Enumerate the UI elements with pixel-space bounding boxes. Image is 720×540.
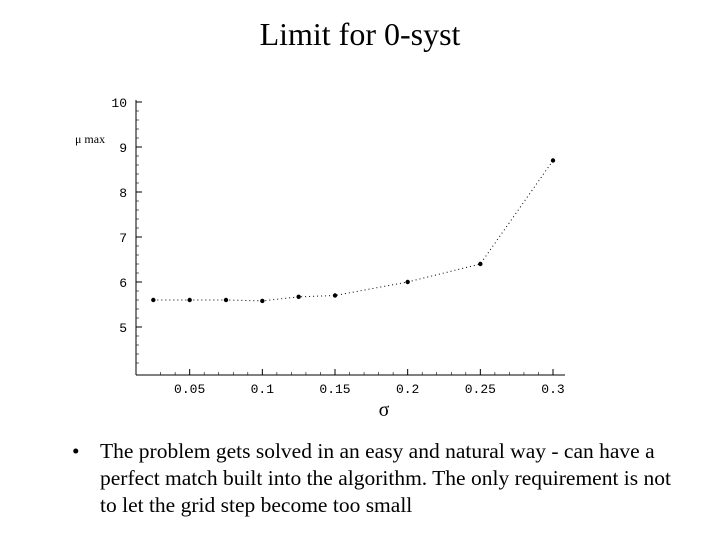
y-tick-label: 6 (119, 276, 127, 291)
data-point (296, 294, 301, 300)
x-tick-label: 0.3 (541, 382, 564, 397)
bullet-item: • The problem gets solved in an easy and… (72, 438, 672, 519)
bullet-symbol: • (72, 439, 80, 463)
bullet-text: The problem gets solved in an easy and n… (100, 439, 671, 517)
data-point (332, 293, 338, 298)
data-point (550, 158, 556, 163)
x-axis: 0.05 0.1 0.15 0.2 0.25 0.3 (136, 369, 565, 397)
data-point (478, 261, 483, 267)
y-tick-label: 9 (119, 141, 127, 156)
y-tick-label: 10 (111, 96, 127, 111)
x-tick-label: 0.15 (319, 382, 350, 397)
data-point (151, 297, 156, 303)
y-tick-label: 5 (119, 321, 127, 336)
y-tick-label: 7 (119, 231, 127, 246)
data-point (187, 297, 192, 303)
x-tick-label: 0.2 (396, 382, 419, 397)
data-point (260, 298, 265, 304)
data-point (405, 279, 410, 285)
x-axis-title: σ (379, 399, 390, 421)
x-tick-label: 0.05 (174, 382, 205, 397)
x-tick-label: 0.25 (465, 382, 496, 397)
slide-title: Limit for 0-syst (259, 16, 461, 52)
y-axis: 5 6 7 8 9 10 (111, 96, 142, 375)
x-tick-label: 0.1 (251, 382, 275, 397)
y-axis-title: μ max (75, 132, 105, 146)
y-tick-label: 8 (119, 186, 127, 201)
series-line (153, 160, 554, 302)
data-point (223, 297, 229, 303)
